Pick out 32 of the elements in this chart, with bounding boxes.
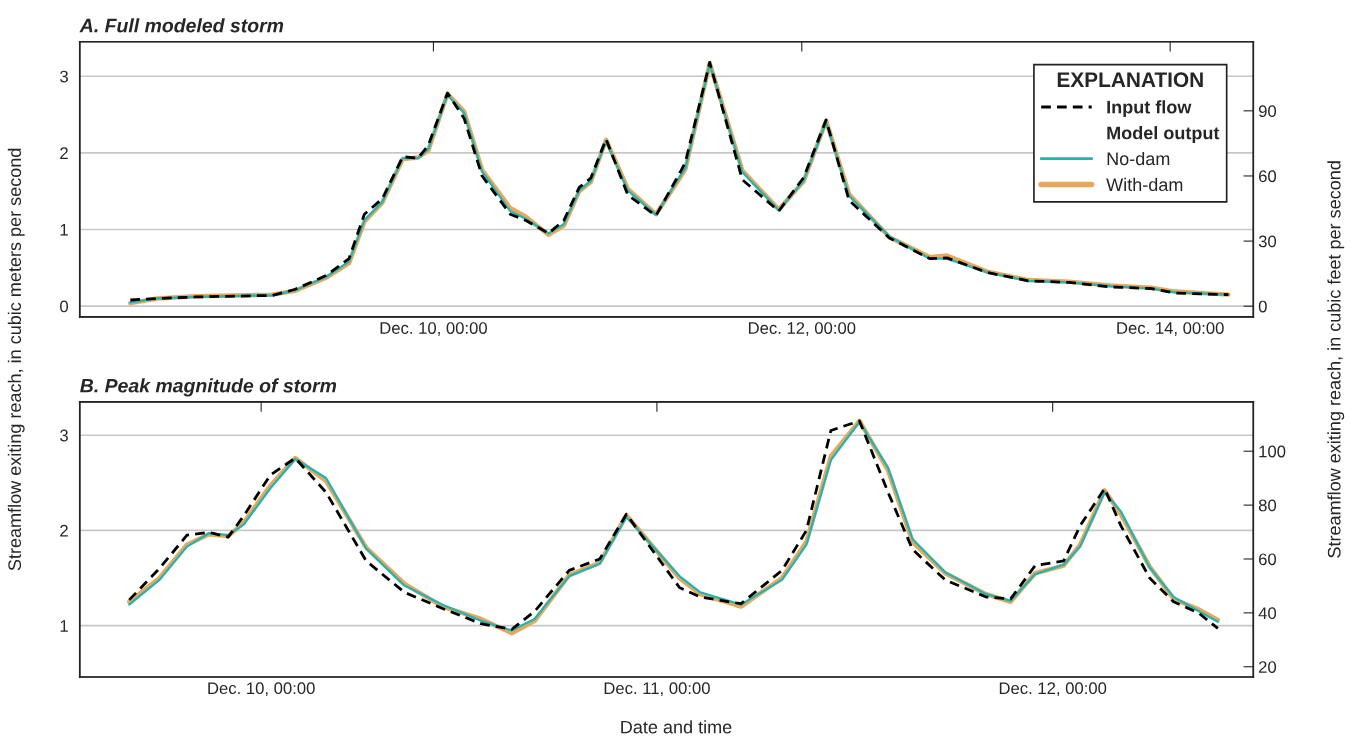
x-tick-label: Dec. 10, 00:00 <box>208 682 315 697</box>
x-tick-label: Dec. 12, 00:00 <box>999 682 1107 697</box>
y-axis-title: Streamflow exiting reach, in cubic meters per second <box>7 148 25 571</box>
legend-label: Input flow <box>1107 100 1192 118</box>
chart-title: B. Peak magnitude of storm <box>80 378 337 397</box>
x-tick-label: Dec. 12, 00:00 <box>748 322 856 336</box>
y-tick-label: 1 <box>60 224 68 236</box>
x-tick-label: Dec. 11, 00:00 <box>604 682 710 697</box>
y2-tick-label: 100 <box>1259 445 1286 458</box>
legend-label: With-dam <box>1106 177 1183 192</box>
y2-tick-label: 80 <box>1258 499 1277 512</box>
x-tick-label: Dec. 10, 00:00 <box>380 322 487 336</box>
y2-tick-label: 60 <box>1259 553 1277 566</box>
y2-tick-label: 40 <box>1258 607 1277 620</box>
y2-tick-label: 60 <box>1259 170 1277 183</box>
chart-title: A. Full modeled storm <box>79 18 284 33</box>
y2-tick-label: 90 <box>1258 105 1277 118</box>
x-axis-title: Date and time <box>621 720 732 734</box>
x-tick-label: Dec. 14, 00:00 <box>1117 322 1224 336</box>
y-tick-label: 1 <box>60 620 68 632</box>
y-tick-label: 3 <box>60 429 68 442</box>
y-tick-label: 2 <box>60 147 68 159</box>
legend-title: EXPLANATION <box>1057 72 1203 88</box>
y2-tick-label: 0 <box>1258 300 1267 313</box>
y2-axis-title: Streamflow exiting reach, in cubic feet per second <box>1327 161 1345 558</box>
y-tick-label: 0 <box>60 300 69 313</box>
y-tick-label: 3 <box>60 70 68 83</box>
y-tick-label: 2 <box>60 524 68 537</box>
y2-tick-label: 20 <box>1259 661 1277 673</box>
legend-label: No-dam <box>1107 151 1170 166</box>
y2-tick-label: 30 <box>1258 235 1277 248</box>
annotation: Model output <box>1107 126 1220 143</box>
